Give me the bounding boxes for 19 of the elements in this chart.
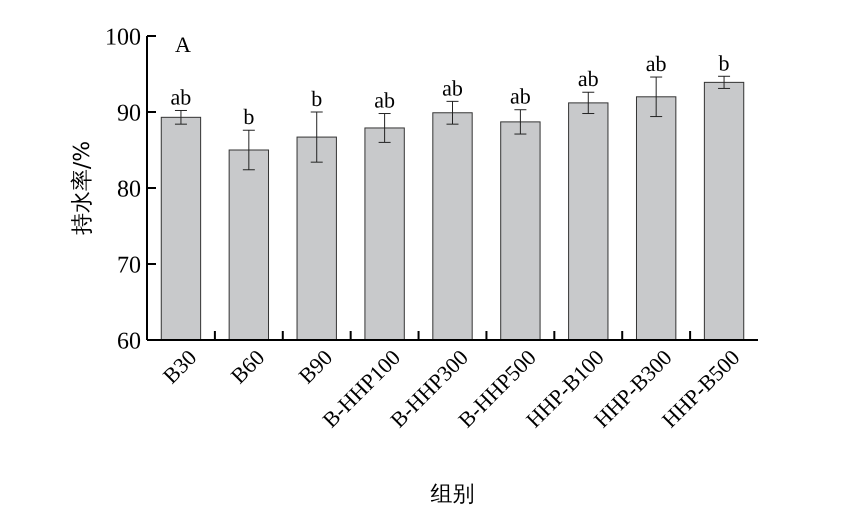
annotation: ab (510, 84, 531, 109)
annotation: ab (170, 84, 192, 110)
annotation: ab (578, 66, 599, 92)
x-tick-label: B60 (226, 344, 270, 388)
annotation: ab (646, 51, 667, 76)
y-tick-label: 80 (117, 176, 141, 202)
y-tick-label: 100 (105, 24, 141, 50)
y-tick-label: 70 (117, 252, 141, 278)
annotation: ab (442, 75, 463, 100)
annotation: b (718, 50, 730, 76)
y-tick-label: 90 (117, 100, 141, 126)
y-tick-label: 60 (117, 328, 141, 354)
x-tick-label: B30 (158, 344, 202, 388)
annotation: b (243, 104, 254, 130)
annotation: A (175, 32, 191, 57)
x-axis-title: 组别 (430, 482, 474, 507)
y-axis-title: 持水率/% (70, 140, 95, 236)
annotation: ab (374, 88, 395, 113)
annotation: b (311, 86, 322, 111)
